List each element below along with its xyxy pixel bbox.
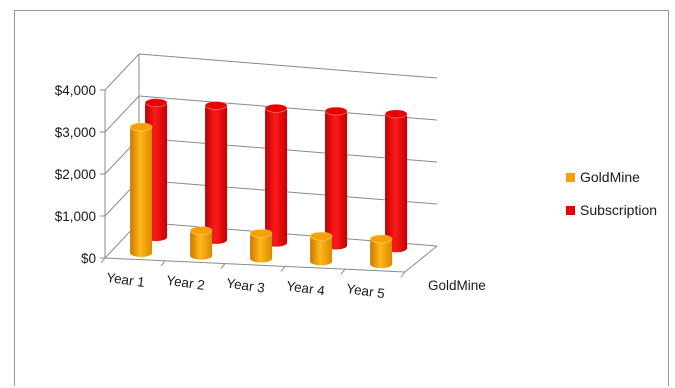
cylinder-top xyxy=(204,101,228,110)
cylinder-body xyxy=(250,233,273,263)
bar-goldmine-1 xyxy=(129,122,153,257)
cylinder-top xyxy=(129,122,153,132)
cylinder-body xyxy=(205,105,228,244)
x-tick-mark xyxy=(340,268,346,275)
depth-axis-label: GoldMine xyxy=(428,278,486,293)
y-tick-label: $1,000 xyxy=(55,209,96,224)
bar-goldmine-5 xyxy=(369,234,393,269)
cylinder-body xyxy=(130,126,153,257)
y-tick-label: $0 xyxy=(81,251,96,266)
y-tick-label: $2,000 xyxy=(55,167,96,182)
x-tick-label: Year 5 xyxy=(345,281,385,301)
x-tick-label: Year 2 xyxy=(165,273,205,293)
x-tick-mark xyxy=(220,263,226,269)
y-tick-label: $3,000 xyxy=(55,125,96,140)
cylinder-top xyxy=(309,231,333,241)
x-axis-line xyxy=(104,257,406,273)
gridline-back xyxy=(138,53,438,79)
bar-subscription-2 xyxy=(204,101,228,244)
x-tick-mark xyxy=(280,266,286,272)
cylinder-top xyxy=(264,103,288,113)
cylinder-body xyxy=(265,108,288,247)
cylinder-top xyxy=(144,98,168,108)
bar-goldmine-2 xyxy=(189,226,213,260)
cylinder-top xyxy=(189,226,213,235)
x-tick-label: Year 3 xyxy=(225,275,265,295)
depth-axis-line xyxy=(404,245,438,273)
bar-goldmine-3 xyxy=(249,228,273,263)
x-tick-label: Year 1 xyxy=(105,270,145,290)
cylinder-body xyxy=(190,230,213,260)
legend-label-subscription: Subscription xyxy=(580,202,657,218)
x-tick-mark xyxy=(160,260,166,267)
bar-goldmine-4 xyxy=(309,231,333,266)
legend-swatch-goldmine xyxy=(566,173,575,182)
bar-subscription-3 xyxy=(264,103,288,247)
x-tick-mark xyxy=(400,271,406,278)
cylinder-top xyxy=(384,109,408,119)
gridline-side xyxy=(104,95,140,133)
x-tick-mark xyxy=(100,257,106,264)
cylinder-top xyxy=(249,228,273,238)
cylinder-body xyxy=(310,236,333,266)
cylinder-body xyxy=(385,113,408,253)
y-tick-label: $4,000 xyxy=(55,83,96,98)
bar-subscription-4 xyxy=(324,106,348,250)
gridline-side xyxy=(104,53,140,91)
legend-swatch-subscription xyxy=(566,206,575,215)
cylinder-body xyxy=(325,111,348,250)
cylinder-top xyxy=(324,106,348,116)
legend-label-goldmine: GoldMine xyxy=(580,169,640,185)
bar-subscription-5 xyxy=(384,109,408,253)
cylinder-body xyxy=(370,238,393,269)
x-tick-label: Year 4 xyxy=(285,278,326,298)
cylinder-top xyxy=(369,234,393,244)
